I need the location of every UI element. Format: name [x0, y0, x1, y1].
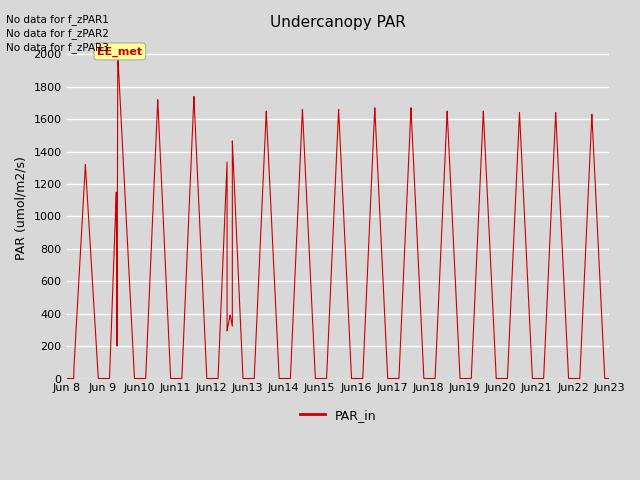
Legend: PAR_in: PAR_in	[294, 404, 381, 427]
Title: Undercanopy PAR: Undercanopy PAR	[270, 15, 406, 30]
Text: No data for f_zPAR2: No data for f_zPAR2	[6, 28, 109, 39]
Y-axis label: PAR (umol/m2/s): PAR (umol/m2/s)	[15, 156, 28, 260]
Text: No data for f_zPAR1: No data for f_zPAR1	[6, 13, 109, 24]
Text: No data for f_zPAR3: No data for f_zPAR3	[6, 42, 109, 53]
Text: EE_met: EE_met	[97, 47, 143, 57]
